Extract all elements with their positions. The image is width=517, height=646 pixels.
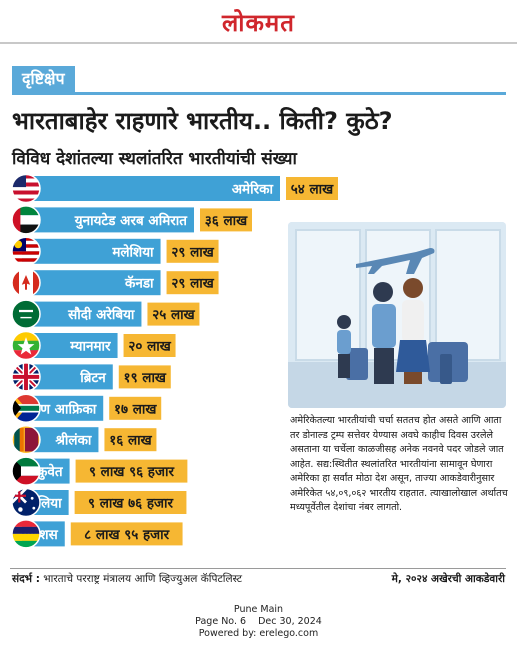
category-label: श्रीलंका	[54, 432, 92, 449]
bar-row: म्यानमार २० लाख	[11, 330, 176, 361]
category-label: म्यानमार	[69, 339, 111, 355]
category-label: ब्रिटन	[79, 369, 106, 386]
value-label-box	[200, 208, 252, 232]
bar-row: सौदी अरेबिया २५ लाख	[11, 299, 200, 329]
section-rule	[12, 92, 506, 95]
value-label: २० लाख	[128, 339, 171, 355]
value-label-box	[118, 365, 171, 389]
saudi-arabia-flag-icon	[11, 299, 41, 329]
value-label-box	[70, 522, 183, 546]
value-label: २९ लाख	[171, 276, 214, 292]
value-label-box	[123, 334, 176, 357]
value-label: ९ लाख ७६ हजार	[88, 496, 174, 512]
masthead-divider	[0, 42, 517, 44]
south-africa-flag-icon	[11, 393, 41, 424]
value-label: ५४ लाख	[291, 182, 334, 198]
bar-row: ऑस्ट्रेलिया९ लाख ७६ हजार	[11, 487, 187, 518]
bar-row: कुवेत ९ लाख ९६ हजार	[11, 456, 188, 486]
bar	[22, 176, 280, 201]
value-label: ८ लाख ९५ हजार	[84, 527, 170, 543]
bar-row: मॉरिशस८ लाख ९५ हजार	[11, 519, 183, 549]
value-label-box	[104, 428, 157, 452]
category-label: मलेशिया	[111, 243, 154, 260]
subheadline: विविध देशांतल्या स्थलांतरित भारतीयांची स…	[12, 149, 297, 169]
source-note: संदर्भ : भारताचे परराष्ट्र मंत्रालय आणि …	[12, 572, 242, 586]
category-label: युनायटेड अरब अमिरात	[74, 212, 189, 229]
value-label: १७ लाख	[114, 401, 157, 417]
mauritius-flag-icon	[11, 519, 41, 549]
sri-lanka-flag-icon	[11, 424, 41, 455]
value-label-box	[166, 239, 219, 263]
value-label: १९ लाख	[124, 370, 167, 386]
bar-row: ब्रिटन १९ लाख	[11, 362, 171, 392]
bar-row: मलेशिया २९ लाख	[11, 236, 219, 267]
kuwait-flag-icon	[11, 456, 41, 486]
canada-flag-icon	[11, 267, 41, 298]
description-text: अमेरिकेतल्या भारतीयांची चर्चा सततच होत अ…	[290, 415, 508, 513]
population-bar-chart: अमेरिका ५४ लाख युनायटेड अरब अमिरात ३६ लाख मल…	[11, 173, 338, 549]
value-label: २९ लाख	[171, 244, 214, 260]
infographic-card: लोकमत दृष्टिक्षेप भारताबाहेर राहणारे भार…	[0, 8, 517, 586]
category-label: अमेरिका	[232, 181, 274, 198]
uk-flag-icon	[11, 362, 41, 392]
value-label-box	[109, 396, 162, 420]
bottom-rule	[10, 568, 506, 569]
value-label-box	[74, 491, 187, 514]
bar-row: दक्षिण आफ्रिका १७ लाख	[11, 393, 162, 424]
footer-edition: Pune Main	[233, 604, 284, 615]
uae-flag-icon	[11, 205, 41, 235]
headline: भारताबाहेर राहणारे भारतीय.. किती? कुठे?	[12, 107, 393, 135]
value-label: ९ लाख ९६ हजार	[89, 464, 175, 480]
malaysia-flag-icon	[11, 236, 41, 267]
value-label-box	[166, 271, 219, 295]
bar	[22, 270, 161, 296]
category-label: कुवेत	[36, 463, 64, 480]
bar	[22, 301, 142, 327]
bar-row: श्रीलंका १६ लाख	[11, 424, 157, 455]
bar-row: अमेरिका ५४ लाख	[11, 173, 338, 204]
masthead-logo: लोकमत	[222, 8, 295, 37]
us-flag-icon	[11, 173, 41, 204]
value-label: १६ लाख	[109, 433, 152, 449]
date-note: मे, २०२४ अखेरची आकडेवारी	[391, 573, 505, 585]
source-label: संदर्भ :	[12, 573, 40, 585]
category-label: कॅनडा	[124, 275, 154, 292]
bar	[22, 238, 161, 264]
value-label: २५ लाख	[152, 307, 195, 323]
value-label-box	[147, 302, 200, 326]
australia-flag-icon	[11, 487, 41, 518]
myanmar-flag-icon	[11, 330, 41, 361]
value-label: ३६ लाख	[205, 213, 248, 229]
section-tag: दृष्टिक्षेप	[12, 66, 75, 92]
category-label: सौदी अरेबिया	[67, 306, 135, 323]
source-text: भारताचे परराष्ट्र मंत्रालय आणि व्हिज्युअ…	[43, 573, 242, 585]
airplane-icon	[356, 248, 435, 274]
footer-page: Page No. 6 Dec 30, 2024	[195, 616, 322, 627]
value-label-box	[75, 459, 188, 483]
bar-row: युनायटेड अरब अमिरात ३६ लाख	[11, 205, 252, 235]
footer: Pune Main Page No. 6 Dec 30, 2024 Powere…	[0, 604, 517, 640]
value-label-box	[286, 177, 338, 200]
bar	[22, 207, 194, 233]
footer-powered: Powered by: erelego.com	[198, 628, 319, 639]
bar-row: कॅनडा २९ लाख	[11, 267, 219, 298]
travel-illustration	[288, 222, 506, 408]
